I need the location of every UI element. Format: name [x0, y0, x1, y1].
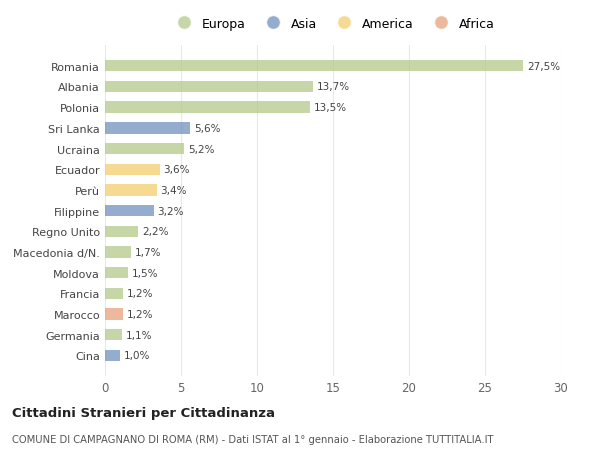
Bar — [105, 330, 122, 341]
Text: 1,2%: 1,2% — [127, 309, 154, 319]
Text: 1,0%: 1,0% — [124, 351, 151, 361]
Text: 1,2%: 1,2% — [127, 289, 154, 299]
Bar — [105, 247, 131, 258]
Text: 13,5%: 13,5% — [314, 103, 347, 113]
Text: 1,1%: 1,1% — [125, 330, 152, 340]
Bar — [105, 226, 139, 237]
Legend: Europa, Asia, America, Africa: Europa, Asia, America, Africa — [169, 15, 497, 33]
Text: 3,4%: 3,4% — [160, 185, 187, 196]
Text: 5,2%: 5,2% — [188, 144, 214, 154]
Bar — [105, 268, 128, 279]
Bar — [105, 61, 523, 72]
Text: COMUNE DI CAMPAGNANO DI ROMA (RM) - Dati ISTAT al 1° gennaio - Elaborazione TUTT: COMUNE DI CAMPAGNANO DI ROMA (RM) - Dati… — [12, 434, 493, 444]
Text: Cittadini Stranieri per Cittadinanza: Cittadini Stranieri per Cittadinanza — [12, 406, 275, 419]
Bar — [105, 82, 313, 93]
Text: 2,2%: 2,2% — [142, 227, 169, 237]
Text: 1,7%: 1,7% — [134, 247, 161, 257]
Bar — [105, 185, 157, 196]
Bar — [105, 123, 190, 134]
Bar — [105, 164, 160, 175]
Bar — [105, 144, 184, 155]
Text: 3,6%: 3,6% — [164, 165, 190, 175]
Text: 5,6%: 5,6% — [194, 123, 220, 134]
Bar — [105, 206, 154, 217]
Text: 27,5%: 27,5% — [527, 62, 560, 72]
Text: 1,5%: 1,5% — [131, 268, 158, 278]
Bar — [105, 350, 120, 361]
Bar — [105, 102, 310, 113]
Bar — [105, 288, 123, 299]
Text: 13,7%: 13,7% — [317, 82, 350, 92]
Text: 3,2%: 3,2% — [157, 206, 184, 216]
Bar — [105, 309, 123, 320]
